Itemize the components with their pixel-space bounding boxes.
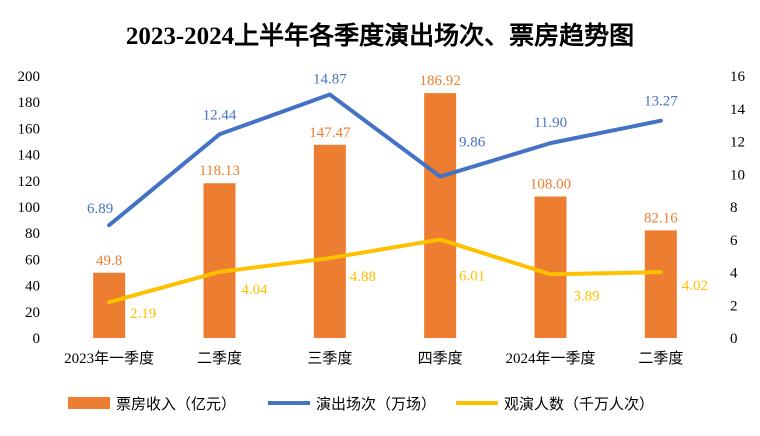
bar-data-label: 49.8 — [96, 253, 122, 269]
x-tick-label: 四季度 — [418, 350, 463, 367]
right-tick-label: 4 — [730, 266, 738, 282]
x-tick-label: 二季度 — [638, 350, 683, 367]
performances-data-label: 6.89 — [87, 201, 113, 217]
audience-data-label: 6.01 — [459, 269, 485, 285]
bar — [534, 196, 567, 338]
right-tick-label: 16 — [730, 69, 746, 85]
performances-data-label: 12.44 — [203, 107, 237, 123]
performances-data-label: 9.86 — [459, 135, 486, 151]
left-tick-label: 40 — [25, 279, 40, 295]
legend: 票房收入（亿元） 演出场次（万场） 观演人数（千万人次） — [68, 396, 654, 413]
data-labels: 49.8 118.13 147.47 186.92 108.00 82.16 6.89 12.… — [87, 72, 708, 323]
right-tick-label: 0 — [730, 331, 738, 347]
left-tick-label: 180 — [18, 95, 41, 111]
x-tick-label: 2024年一季度 — [505, 350, 595, 367]
left-tick-label: 200 — [18, 69, 41, 85]
left-tick-label: 20 — [25, 305, 40, 321]
bar — [313, 144, 346, 338]
legend-label: 观演人数（千万人次） — [504, 396, 654, 413]
right-tick-label: 12 — [730, 135, 745, 151]
bar-data-label: 147.47 — [309, 125, 351, 141]
audience-data-label: 4.88 — [350, 269, 376, 285]
bar-series — [93, 93, 677, 339]
bar — [93, 272, 126, 338]
left-tick-label: 60 — [25, 252, 40, 268]
line-series — [107, 92, 663, 305]
right-tick-label: 14 — [730, 102, 746, 118]
legend-swatch-bar — [68, 397, 110, 409]
x-axis: 2023年一季度 二季度 三季度 四季度 2024年一季度 二季度 — [64, 350, 683, 367]
bar-data-label: 82.16 — [644, 210, 678, 226]
right-tick-label: 2 — [730, 298, 738, 314]
right-tick-label: 8 — [730, 200, 738, 216]
chart-title: 2023-2024上半年各季度演出场次、票房趋势图 — [126, 21, 634, 50]
bar — [203, 183, 236, 338]
bar-data-label: 186.92 — [420, 73, 461, 89]
bar-data-label: 118.13 — [199, 163, 240, 179]
bar — [424, 93, 457, 339]
performances-data-label: 14.87 — [313, 72, 347, 88]
audience-data-label: 4.02 — [682, 278, 708, 294]
right-tick-label: 6 — [730, 233, 738, 249]
audience-line — [107, 237, 663, 305]
legend-label: 票房收入（亿元） — [116, 396, 236, 413]
audience-data-label: 4.04 — [241, 282, 268, 298]
left-tick-label: 160 — [18, 121, 41, 137]
right-tick-label: 10 — [730, 167, 745, 183]
audience-data-label: 3.89 — [573, 288, 599, 304]
bar — [644, 230, 677, 338]
right-axis: 0 2 4 6 8 10 12 14 16 — [730, 69, 746, 347]
performances-data-label: 13.27 — [644, 94, 678, 110]
left-tick-label: 0 — [33, 331, 41, 347]
audience-data-label: 2.19 — [130, 306, 156, 322]
x-tick-label: 三季度 — [307, 350, 352, 367]
left-tick-label: 80 — [25, 226, 40, 242]
left-tick-label: 100 — [18, 200, 41, 216]
performances-data-label: 11.90 — [534, 115, 567, 131]
bar-data-label: 108.00 — [530, 177, 571, 193]
performances-line — [107, 92, 663, 228]
x-tick-label: 二季度 — [197, 350, 242, 367]
left-axis: 0 20 40 60 80 100 120 140 160 180 200 — [18, 69, 41, 347]
left-tick-label: 120 — [18, 174, 41, 190]
legend-label: 演出场次（万场） — [316, 396, 436, 413]
x-tick-label: 2023年一季度 — [64, 350, 154, 367]
left-tick-label: 140 — [18, 148, 41, 164]
